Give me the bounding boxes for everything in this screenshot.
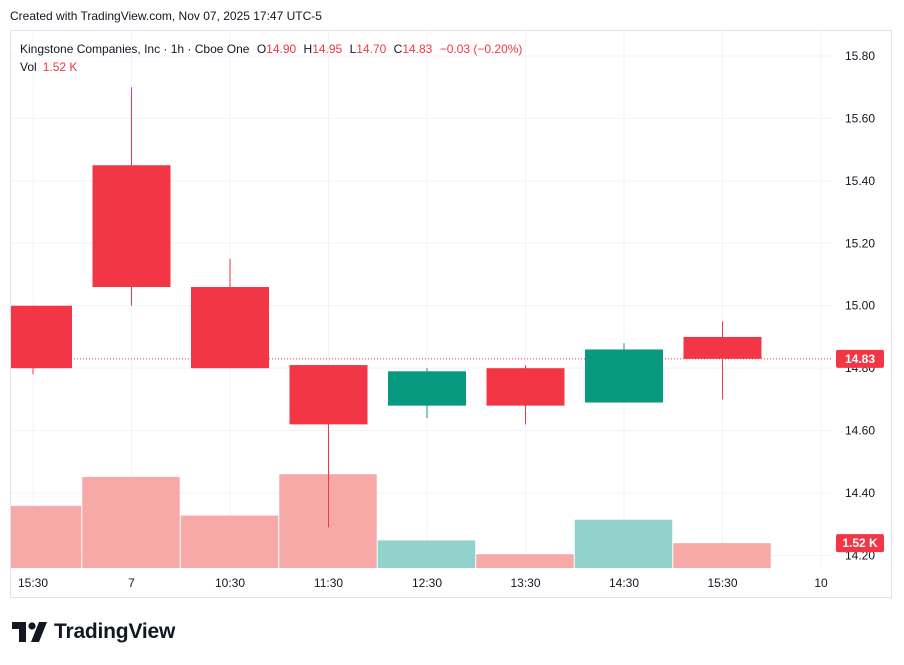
last-price-badge bbox=[836, 349, 884, 368]
candlestick-chart[interactable]: 14.2014.4014.6014.8015.0015.2015.4015.60… bbox=[0, 0, 904, 600]
volume-bar bbox=[82, 476, 180, 568]
last-volume-badge bbox=[836, 534, 884, 553]
candle-body bbox=[486, 368, 565, 406]
volume-bar bbox=[180, 515, 279, 568]
candle-body bbox=[191, 287, 269, 369]
close-value: 14.83 bbox=[402, 42, 433, 56]
y-tick-label: 14.40 bbox=[845, 486, 875, 500]
low-label: L bbox=[349, 42, 357, 56]
x-tick-label: 10 bbox=[814, 576, 828, 590]
tradingview-wordmark: TradingView bbox=[54, 620, 176, 643]
close-label: C bbox=[393, 42, 403, 56]
x-tick-label: 15:30 bbox=[707, 576, 737, 590]
candle-body bbox=[585, 349, 663, 403]
open-value: 14.90 bbox=[266, 42, 297, 56]
open-label: O bbox=[256, 42, 267, 56]
chart-frame bbox=[10, 30, 892, 598]
volume-bar bbox=[476, 554, 574, 568]
volume-bar bbox=[673, 543, 771, 568]
y-tick-label: 14.60 bbox=[845, 424, 875, 438]
y-tick-label: 15.40 bbox=[845, 174, 875, 188]
volume-value: 1.52 K bbox=[42, 60, 78, 74]
ohlc-legend: Kingstone Companies, Inc · 1h · Cboe One… bbox=[20, 40, 522, 58]
y-tick-label: 15.60 bbox=[845, 111, 875, 125]
change-value: −0.03 (−0.20%) bbox=[439, 42, 523, 56]
high-label: H bbox=[303, 42, 313, 56]
low-value: 14.70 bbox=[356, 42, 387, 56]
last-price-label: 14.83 bbox=[845, 352, 875, 366]
candle-body bbox=[92, 165, 171, 288]
created-with-text: Created with TradingView.com, Nov 07, 20… bbox=[10, 9, 322, 23]
volume-bar bbox=[574, 519, 673, 568]
x-tick-label: 11:30 bbox=[314, 576, 343, 590]
tradingview-logo[interactable]: TradingView bbox=[12, 620, 175, 644]
candle-body bbox=[388, 371, 466, 406]
x-tick-label: 14:30 bbox=[609, 576, 639, 590]
x-tick-label: 15:30 bbox=[18, 576, 48, 590]
tradingview-logo-icon bbox=[12, 622, 47, 642]
x-tick-label: 12:30 bbox=[412, 576, 442, 590]
x-tick-label: 10:30 bbox=[215, 576, 245, 590]
candle-body bbox=[683, 336, 762, 359]
x-tick-label: 13:30 bbox=[510, 576, 540, 590]
y-tick-label: 15.00 bbox=[845, 299, 875, 313]
symbol-title[interactable]: Kingstone Companies, Inc · 1h · Cboe One bbox=[20, 42, 250, 56]
volume-legend: Vol 1.52 K bbox=[20, 58, 77, 76]
candle-body bbox=[289, 365, 368, 425]
volume-bar bbox=[11, 505, 82, 568]
y-tick-label: 15.20 bbox=[845, 236, 875, 250]
x-tick-label: 7 bbox=[128, 576, 135, 590]
last-volume-label: 1.52 K bbox=[842, 536, 878, 550]
volume-label: Vol bbox=[20, 60, 37, 74]
candle-body bbox=[11, 305, 72, 369]
high-value: 14.95 bbox=[312, 42, 343, 56]
volume-bar bbox=[377, 540, 476, 568]
y-tick-label: 15.80 bbox=[845, 49, 875, 63]
